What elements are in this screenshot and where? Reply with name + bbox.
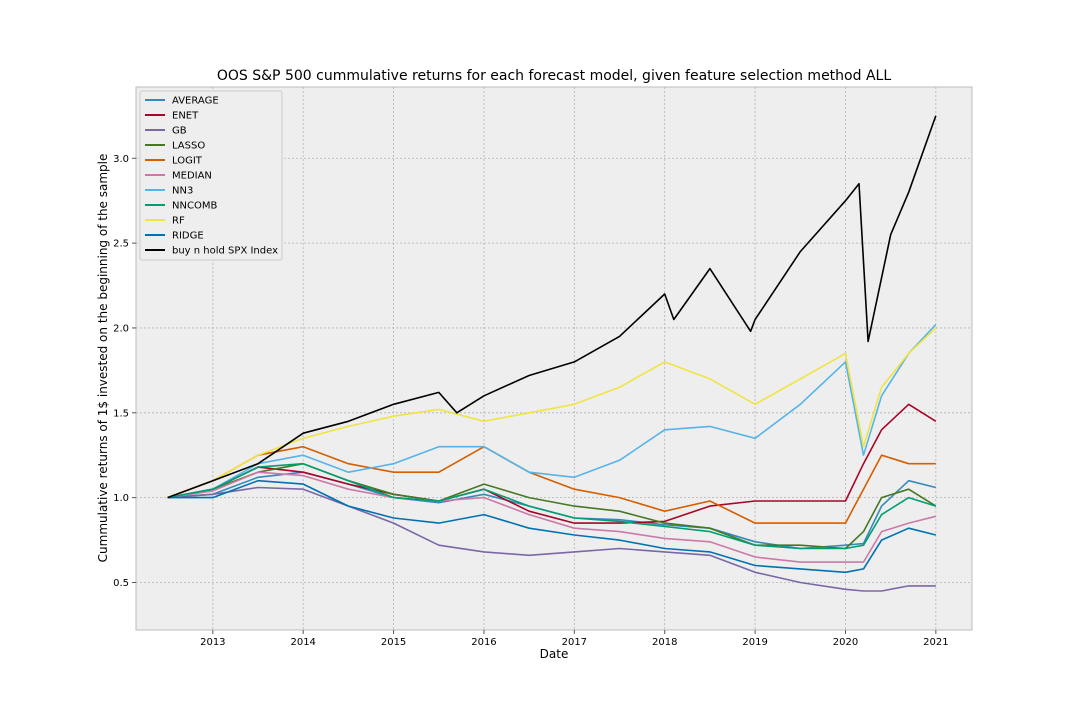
legend-label: LASSO [172,141,205,152]
y-tick-label: 3.0 [113,154,129,165]
y-tick-label: 1.0 [113,493,129,504]
legend-label: RF [172,216,185,227]
legend: AVERAGE ENET GB LASSO LOGIT MEDIAN NN3 NNCOMB RF… [139,90,283,261]
axis-ticks: 2013 2014 2015 2016 2017 2018 2019 2020 2021 0.5 1… [113,154,948,648]
legend-label: AVERAGE [172,96,219,107]
legend-box [139,90,283,261]
series-line-rf [167,327,937,499]
series-line-ridge [167,479,936,574]
legend-label: ENET [172,111,199,122]
x-tick-label: 2014 [290,637,315,648]
series-line-nncomb [167,462,937,550]
chart-title: OOS S&P 500 cummulative returns for each… [217,68,891,84]
grid [136,87,972,630]
x-axis-label: Date [540,647,569,661]
legend-label: RIDGE [172,231,204,242]
series-line-nn3 [167,324,937,499]
legend-label: LOGIT [172,156,203,167]
legend-label: GB [172,126,187,137]
series-line-gb [167,486,936,592]
series-line-median [167,471,936,563]
x-tick-label: 2013 [200,637,225,648]
x-tick-label: 2019 [742,637,767,648]
y-tick-label: 2.0 [113,323,129,334]
y-tick-label: 1.5 [113,408,129,419]
x-tick-label: 2018 [652,637,677,648]
series-lines [167,115,937,592]
y-tick-label: 2.5 [113,239,129,250]
legend-label: MEDIAN [172,171,212,182]
series-line-enet [167,403,937,524]
y-tick-label: 0.5 [113,578,129,589]
series-line-buy-n-hold-spx-index [167,115,937,499]
legend-label: NNCOMB [172,201,217,212]
x-tick-label: 2021 [923,637,948,648]
legend-label: buy n hold SPX Index [172,246,278,257]
x-tick-label: 2015 [381,637,406,648]
legend-label: NN3 [172,186,193,197]
x-tick-label: 2016 [471,637,496,648]
y-axis-label: Cummulative returns of 1$ invested on th… [96,154,110,563]
x-tick-label: 2020 [833,637,858,648]
x-tick-label: 2017 [562,637,587,648]
series-line-logit [167,445,936,524]
